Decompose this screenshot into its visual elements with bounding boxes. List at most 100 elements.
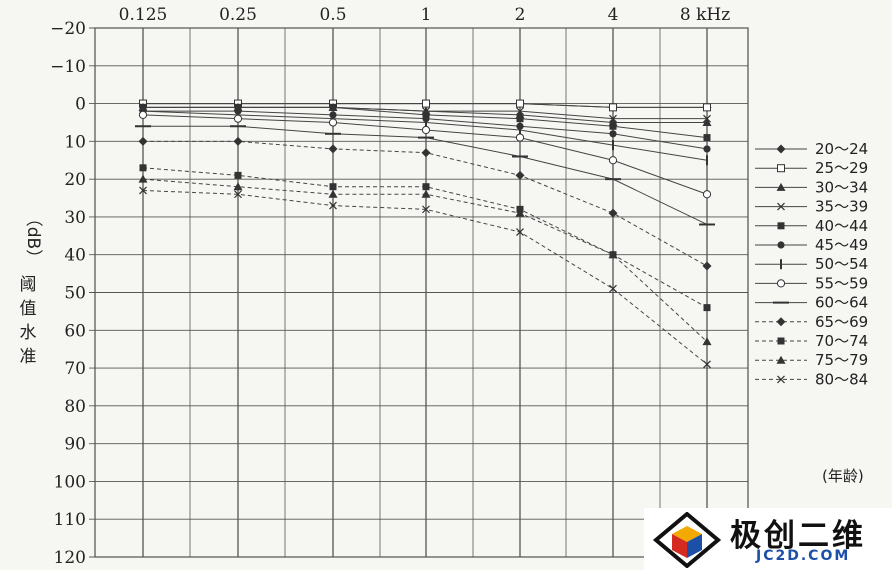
legend-label: 50～54 — [815, 255, 868, 273]
legend-note: (年龄) — [822, 467, 864, 485]
data-point — [233, 182, 243, 191]
series-line — [142, 178, 708, 342]
data-point — [234, 171, 242, 179]
legend-marker — [777, 337, 785, 345]
y-tick-label: 50 — [64, 284, 86, 304]
data-point — [234, 103, 242, 111]
y-tick-label: 20 — [64, 170, 86, 190]
y-tick-label: 60 — [64, 321, 86, 341]
data-point — [703, 304, 711, 312]
y-axis-label-char: 水 — [20, 323, 37, 343]
series-60～64 — [135, 125, 715, 226]
data-point — [516, 99, 524, 108]
data-point — [138, 110, 148, 120]
data-point — [233, 136, 243, 146]
series-55～59 — [138, 110, 712, 199]
x-tick-label: 0.5 — [319, 5, 346, 25]
y-axis-label-char: 准 — [20, 347, 37, 367]
y-tick-label: 90 — [64, 435, 86, 455]
data-point — [138, 136, 148, 146]
y-tick-label: 30 — [64, 208, 86, 228]
series-line — [143, 140, 708, 267]
legend-label: 70～74 — [815, 332, 868, 350]
data-point — [515, 208, 525, 217]
legend-entry: 45～49 — [755, 236, 868, 254]
legend-label: 30～34 — [815, 178, 868, 196]
data-point — [516, 115, 524, 123]
legend-entry: 70～74 — [755, 332, 868, 350]
data-point — [329, 201, 337, 210]
legend-label: 55～59 — [815, 274, 868, 292]
y-tick-label: 120 — [54, 548, 86, 568]
data-point — [515, 133, 525, 142]
legend-entry: 35～39 — [755, 198, 868, 216]
data-point — [234, 190, 242, 199]
legend-label: 75～79 — [815, 351, 868, 369]
y-tick-labels: −20 −10 0 10 20 30 40 50 60 70 80 90 100 110 120 — [50, 19, 86, 568]
x-tick-label: 1 — [421, 5, 432, 25]
x-tick-label: 0.25 — [219, 5, 257, 25]
series-layer — [135, 99, 715, 369]
y-tick-label: −10 — [50, 57, 86, 77]
x-tick-label: 8 kHz — [680, 5, 730, 25]
legend-label: 60～64 — [815, 294, 868, 312]
data-point — [703, 114, 711, 123]
data-point — [422, 205, 430, 214]
y-tick-label: 110 — [54, 510, 86, 530]
data-point — [139, 164, 147, 172]
legend-label: 80～84 — [815, 370, 868, 388]
data-point — [422, 183, 430, 191]
legend-entry: 60～64 — [755, 294, 868, 312]
data-point — [703, 145, 711, 153]
legend-label: 20～24 — [815, 140, 868, 158]
data-point — [421, 125, 431, 135]
x-tick-label: 0.125 — [119, 5, 168, 25]
data-point — [328, 189, 338, 198]
legend-entry: 75～79 — [755, 351, 868, 369]
legend-entry: 40～44 — [755, 217, 868, 235]
legend-marker — [777, 375, 785, 384]
legend-label: 45～49 — [815, 236, 868, 254]
y-axis-unit: （dB） — [23, 210, 43, 266]
y-axis-label-char: 阈 — [20, 275, 37, 295]
data-point — [422, 111, 430, 119]
data-point — [609, 114, 617, 123]
data-point — [702, 190, 712, 199]
series-65～69 — [138, 136, 712, 271]
legend-label: 65～69 — [815, 313, 868, 331]
y-tick-label: 80 — [64, 397, 86, 417]
data-point — [516, 107, 524, 116]
legend-marker — [777, 202, 785, 211]
data-point — [515, 170, 525, 180]
data-point — [608, 208, 618, 218]
x-tick-label: 2 — [515, 5, 526, 25]
legend-label: 25～29 — [815, 159, 868, 177]
legend-marker — [776, 279, 786, 288]
data-point — [703, 134, 711, 142]
watermark-text: 极创二维 — [730, 518, 866, 554]
data-point — [328, 118, 338, 127]
data-point — [702, 261, 712, 271]
legend-entry: 30～34 — [755, 178, 868, 196]
data-point — [608, 250, 618, 259]
cube-logo-icon — [652, 512, 722, 568]
data-point — [702, 117, 712, 126]
legend-marker — [776, 355, 786, 364]
data-point — [422, 99, 430, 108]
y-tick-label: 0 — [75, 95, 86, 115]
legend-entry: 65～69 — [755, 313, 868, 331]
legend-entry: 80～84 — [755, 370, 868, 388]
data-point — [609, 284, 617, 293]
legend-marker — [777, 164, 785, 173]
data-point — [703, 103, 711, 112]
data-point — [329, 103, 337, 111]
legend-marker — [777, 241, 785, 249]
data-point — [702, 337, 712, 346]
legend-marker — [776, 144, 786, 154]
y-tick-label: 100 — [54, 472, 86, 492]
data-point — [609, 130, 617, 138]
x-tick-label: 4 — [608, 5, 619, 25]
